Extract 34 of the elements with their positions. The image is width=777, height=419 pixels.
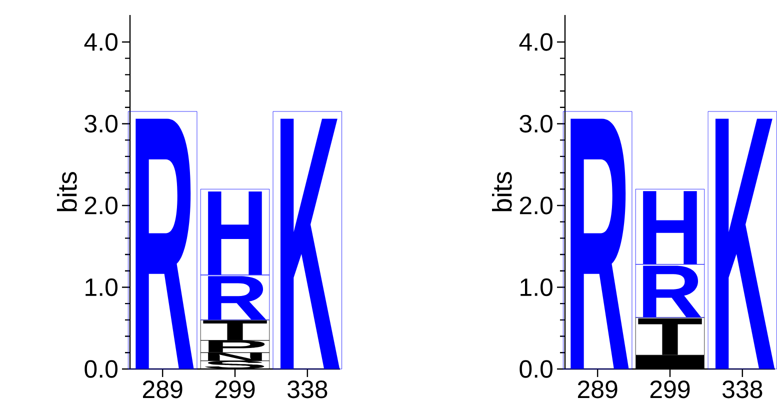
x-tick-label: 289: [578, 380, 618, 398]
series-label: K: [715, 118, 775, 369]
y-axis-title: bits: [492, 172, 512, 212]
bar: [272, 111, 342, 370]
series-label: T: [638, 318, 702, 355]
y-axis-title: bits: [57, 172, 77, 212]
y-tick-label: 1.0: [86, 278, 118, 296]
series-label: S: [204, 360, 264, 369]
series-label: K: [280, 118, 340, 369]
series-label: N: [208, 352, 262, 361]
series-label: H: [208, 191, 262, 275]
x-tick-label: 299: [215, 380, 255, 398]
series-label: R: [643, 266, 702, 318]
series-label: H: [643, 191, 697, 264]
bar: [562, 111, 632, 370]
y-tick-label: 1.0: [520, 278, 552, 296]
x-tick-label: 299: [650, 380, 690, 398]
x-tick-label: 338: [288, 380, 328, 398]
y-tick-label: 2.0: [520, 196, 552, 214]
y-tick-label: 4.0: [519, 33, 552, 51]
bar: [128, 111, 198, 370]
series-label: T: [203, 320, 267, 340]
y-tick-label: 3.0: [84, 114, 118, 133]
y-tick-label: 3.0: [520, 114, 552, 133]
x-tick-label: 338: [722, 380, 762, 398]
series-label: P: [208, 340, 265, 352]
y-tick-label: 4.0: [84, 33, 118, 51]
y-tick-label: 0.0: [84, 360, 118, 378]
y-tick-label: 2.0: [84, 196, 118, 214]
text: R: [570, 118, 629, 369]
x-tick-label: 289: [142, 380, 182, 398]
y-tick-label: 0.0: [520, 360, 552, 378]
text: R: [136, 118, 194, 369]
series-label: R: [208, 276, 266, 320]
